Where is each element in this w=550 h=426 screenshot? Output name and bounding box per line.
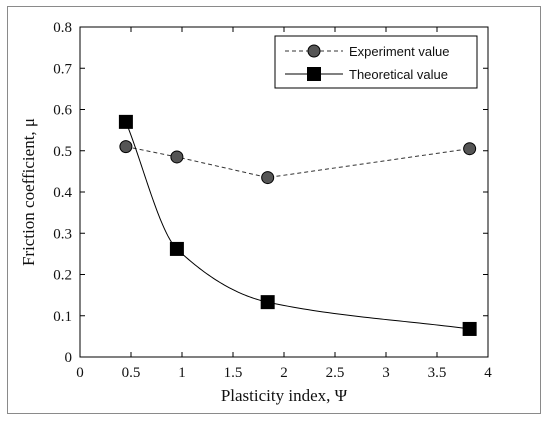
legend-marker: [307, 44, 321, 58]
y-tick-label: 0.4: [53, 185, 72, 201]
y-tick-label: 0.1: [53, 309, 72, 325]
experiment-point: [261, 171, 275, 185]
legend-marker: [307, 67, 321, 81]
theoretical-point: [462, 321, 477, 336]
x-axis-label: Plasticity index, Ψ: [221, 386, 348, 405]
experiment-point: [170, 150, 184, 164]
x-tick-label: 3.5: [428, 365, 447, 381]
x-tick-label: 3: [382, 365, 390, 381]
legend-label: Experiment value: [349, 44, 449, 59]
theoretical-point: [169, 241, 184, 256]
x-tick-label: 1: [178, 365, 186, 381]
y-tick-label: 0.6: [53, 103, 72, 119]
legend-label: Theoretical value: [349, 67, 448, 82]
x-tick-label: 0: [76, 365, 84, 381]
y-tick-label: 0.2: [53, 268, 72, 284]
experiment-point: [119, 140, 133, 154]
experiment-series-line: [125, 146, 470, 179]
y-tick-label: 0.8: [53, 20, 72, 36]
experiment-point: [463, 142, 477, 156]
legend: Experiment value Theoretical value: [274, 35, 478, 89]
x-tick-label: 0.5: [122, 365, 141, 381]
axis-ticks: 0 0.5 1 1.5 2 2.5 3 3.5 4 0 0.1 0.2 0.3 0.4 0.5 0.6 0.7 0…: [53, 20, 492, 381]
theoretical-point: [118, 114, 133, 129]
x-tick-label: 4: [484, 365, 492, 381]
x-tick-label: 2.5: [326, 365, 345, 381]
theoretical-point: [260, 295, 275, 310]
series-layer: [118, 114, 477, 336]
theoretical-series-line: [125, 121, 470, 330]
y-tick-label: 0.7: [53, 61, 72, 77]
y-tick-label: 0: [65, 350, 73, 366]
y-tick-label: 0.3: [53, 226, 72, 242]
x-tick-label: 2: [280, 365, 288, 381]
y-tick-label: 0.5: [53, 144, 72, 160]
x-tick-label: 1.5: [224, 365, 243, 381]
y-axis-label: Friction coefficient, μ: [19, 118, 38, 266]
